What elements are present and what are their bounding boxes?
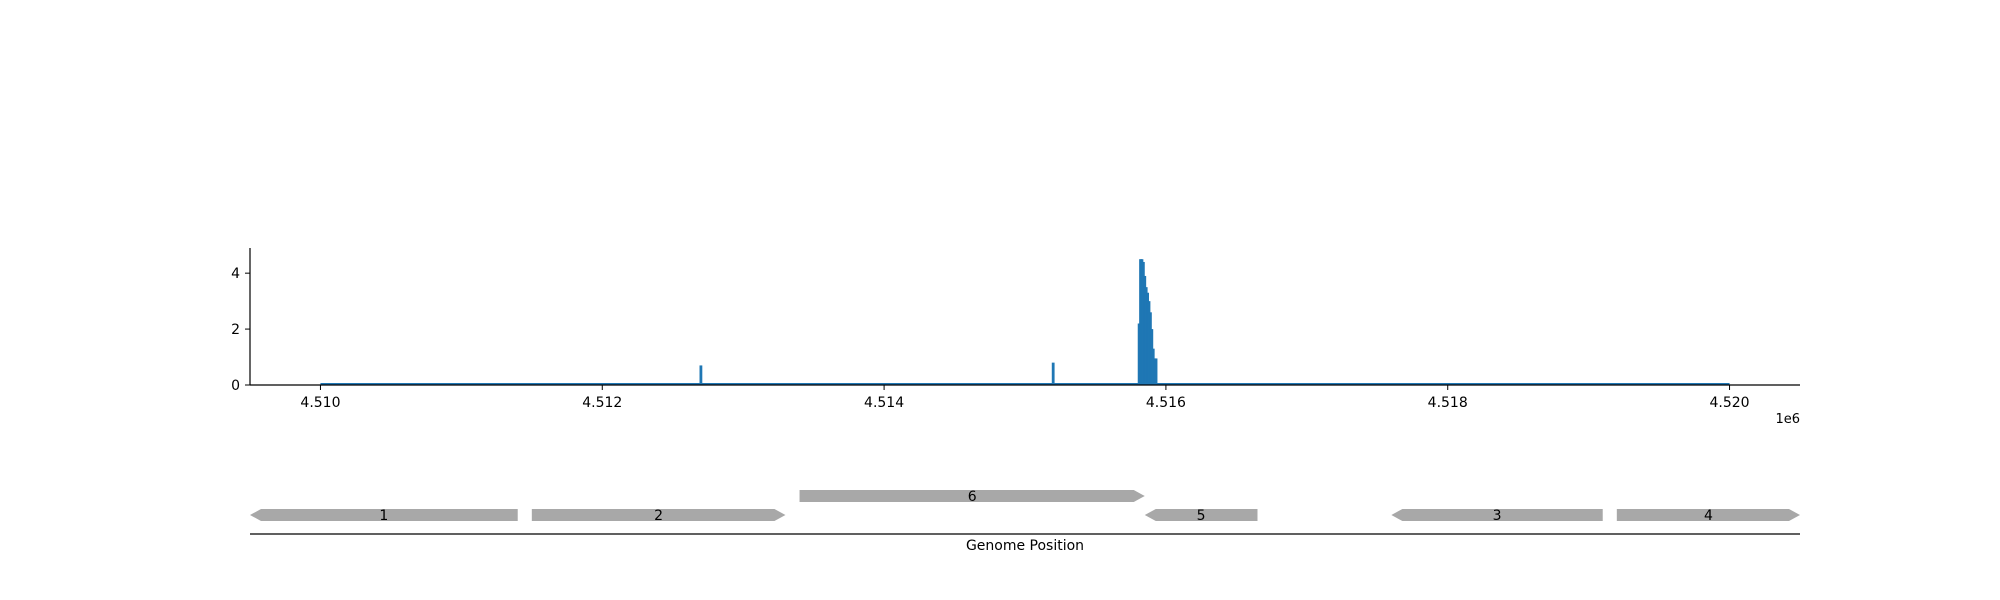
- x-tick-label: 4.512: [582, 395, 622, 411]
- coverage-bar: [1051, 362, 1055, 385]
- gene-label: 2: [654, 508, 663, 524]
- coverage-plot: 4.510 4.512 4.514 4.516 4.518 4.520 0 2 4 1e6: [231, 248, 1800, 427]
- coverage-bars: [699, 259, 1158, 385]
- gene-label: 4: [1704, 508, 1713, 524]
- gene-arrow: [799, 490, 1145, 502]
- x-tick-label: 4.510: [300, 395, 340, 411]
- x-offset-label: 1e6: [1775, 412, 1800, 427]
- coverage-bar: [1139, 259, 1142, 385]
- gene-label: 1: [379, 508, 388, 524]
- y-tick-label: 4: [231, 266, 240, 282]
- y-tick-label: 2: [231, 322, 240, 338]
- coverage-bar: [1140, 259, 1144, 385]
- x-tick-label: 4.518: [1428, 395, 1468, 411]
- gene-track: 1 2 6 5 3 4 Genome Position: [250, 489, 1800, 554]
- gene-track-xlabel: Genome Position: [966, 538, 1084, 554]
- coverage-bar: [1137, 323, 1141, 385]
- coverage-bar: [1153, 358, 1157, 385]
- coverage-bar: [1149, 312, 1152, 385]
- coverage-bar: [1144, 287, 1148, 385]
- gene-arrow: [531, 509, 786, 521]
- gene-label: 6: [968, 489, 977, 505]
- x-tick-label: 4.516: [1146, 395, 1186, 411]
- gene-arrow: [1616, 509, 1800, 521]
- coverage-bar: [1143, 275, 1147, 385]
- x-axis-ticks: 4.510 4.512 4.514 4.516 4.518 4.520: [300, 385, 1750, 411]
- gene-arrows: 1 2 6 5 3 4: [250, 489, 1800, 524]
- y-tick-label: 0: [231, 378, 240, 394]
- x-tick-label: 4.514: [864, 395, 904, 411]
- coverage-bar: [699, 365, 703, 385]
- coverage-bar: [1151, 348, 1155, 385]
- coverage-bar: [1146, 292, 1149, 385]
- gene-label: 3: [1493, 508, 1502, 524]
- y-axis-ticks: 0 2 4: [231, 266, 250, 394]
- coverage-bar: [1150, 329, 1154, 385]
- x-tick-label: 4.520: [1709, 395, 1749, 411]
- gene-label: 5: [1197, 508, 1206, 524]
- coverage-bar: [1147, 301, 1151, 385]
- coverage-bar: [1141, 261, 1145, 385]
- gene-arrow: [1391, 509, 1603, 521]
- gene-arrow: [250, 509, 518, 521]
- coverage-bar: [1154, 358, 1158, 385]
- gene-arrow: [1144, 509, 1258, 521]
